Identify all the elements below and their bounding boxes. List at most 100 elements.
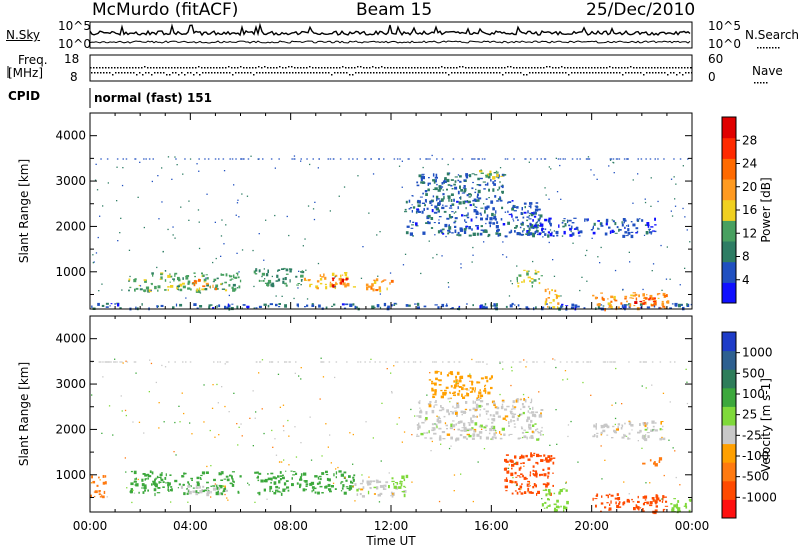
echo-cell xyxy=(683,505,687,507)
scatter-echo xyxy=(272,446,274,448)
echo-cell xyxy=(435,377,438,381)
scatter-echo xyxy=(119,232,121,234)
echo-cell xyxy=(158,481,161,484)
echo-cell xyxy=(493,401,495,404)
echo-cell xyxy=(644,495,648,499)
echo-cell xyxy=(455,423,457,426)
echo-cell xyxy=(478,404,482,408)
echo-cell xyxy=(647,435,650,439)
echo-cell xyxy=(416,184,420,187)
scatter-echo xyxy=(644,422,646,424)
scatter-echo xyxy=(95,252,98,254)
scatter-echo xyxy=(102,205,104,207)
echo-cell xyxy=(608,304,612,307)
scatter-echo xyxy=(511,370,513,372)
echo-cell xyxy=(577,305,580,308)
freq-label-line1: Freq. xyxy=(18,53,48,67)
echo-cell xyxy=(417,302,420,306)
echo-cell xyxy=(535,472,538,476)
echo-cell xyxy=(384,484,387,488)
echo-cell xyxy=(450,184,453,187)
echo-cell xyxy=(316,482,319,485)
freq-point xyxy=(114,67,116,69)
scatter-echo xyxy=(120,395,122,397)
echo-cell xyxy=(492,418,496,422)
scatter-echo xyxy=(590,394,592,396)
echo-cell xyxy=(359,482,363,485)
echo-cell xyxy=(530,454,533,458)
scatter-echo xyxy=(379,293,381,295)
echo-cell xyxy=(210,490,212,494)
echo-cell xyxy=(169,281,171,283)
echo-cell xyxy=(333,473,335,477)
echo-cell xyxy=(658,457,663,461)
echo-cell xyxy=(457,392,460,396)
echo-cell xyxy=(532,469,535,472)
scatter-echo xyxy=(125,471,127,473)
echo-cell xyxy=(553,503,557,506)
scatter-echo xyxy=(663,474,665,477)
echo-cell xyxy=(141,303,143,306)
echo-cell xyxy=(686,303,690,307)
echo-cell xyxy=(552,472,554,474)
echo-cell xyxy=(483,408,486,410)
range-gate-echo xyxy=(571,361,573,363)
echo-cell xyxy=(489,224,491,228)
echo-cell xyxy=(196,307,199,310)
echo-cell xyxy=(504,211,507,213)
echo-cell xyxy=(156,305,158,308)
echo-cell xyxy=(286,486,290,489)
scatter-echo xyxy=(228,411,230,413)
scatter-echo xyxy=(442,189,444,191)
echo-cell xyxy=(133,480,137,483)
nave-point xyxy=(118,72,120,74)
echo-cell xyxy=(433,432,437,435)
echo-cell xyxy=(154,285,157,290)
echo-cell xyxy=(303,277,306,281)
range-gate-echo xyxy=(458,361,461,363)
echo-cell xyxy=(654,422,657,424)
range-gate-echo xyxy=(436,158,438,160)
echo-cell xyxy=(650,304,654,307)
echo-cell xyxy=(424,418,427,422)
echo-cell xyxy=(353,479,355,482)
echo-cell xyxy=(458,390,461,393)
echo-cell xyxy=(484,390,487,394)
echo-cell xyxy=(563,218,566,220)
echo-cell xyxy=(488,188,490,192)
echo-cell xyxy=(169,474,172,476)
scatter-echo xyxy=(265,219,267,221)
range-gate-echo xyxy=(108,361,111,363)
echo-cell xyxy=(526,483,530,487)
echo-cell xyxy=(193,284,196,287)
nave-point xyxy=(151,74,153,76)
echo-cell xyxy=(454,217,458,220)
echo-cell xyxy=(265,273,269,277)
echo-cell xyxy=(267,304,270,308)
echo-cell xyxy=(238,285,241,289)
nave-point xyxy=(205,72,207,74)
echo-cell xyxy=(530,224,534,228)
freq-point xyxy=(399,67,401,69)
echo-cell xyxy=(648,298,651,301)
noise-search-legend-dot xyxy=(775,47,777,49)
echo-cell xyxy=(382,486,385,490)
nave-point xyxy=(646,72,648,74)
echo-cell xyxy=(555,230,559,234)
echo-cell xyxy=(383,302,387,307)
echo-cell xyxy=(604,423,608,428)
echo-cell xyxy=(530,398,533,402)
freq-point xyxy=(159,67,161,69)
scatter-echo xyxy=(158,402,160,404)
echo-cell xyxy=(199,485,201,489)
freq-point xyxy=(654,67,656,69)
echo-cell xyxy=(425,411,428,415)
echo-cell xyxy=(472,304,474,307)
echo-cell xyxy=(195,487,199,489)
echo-cell xyxy=(520,212,523,215)
scatter-echo xyxy=(675,476,677,479)
scatter-echo xyxy=(352,485,354,488)
echo-cell xyxy=(480,172,484,174)
freq-point xyxy=(99,67,101,69)
scatter-echo xyxy=(510,384,512,387)
